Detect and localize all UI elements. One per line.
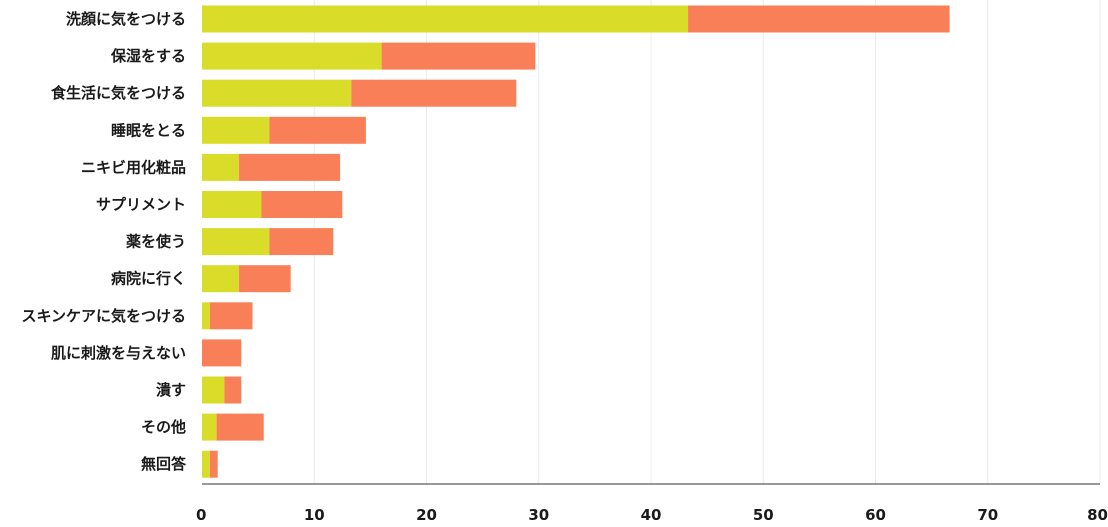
x-tick-label: 60 (865, 506, 886, 524)
bar-segment-series-1 (202, 450, 210, 478)
category-labels: 洗顔に気をつける保湿をする食生活に気をつける睡眠をとるニキビ用化粧品サプリメント… (21, 10, 187, 473)
category-label: 睡眠をとる (111, 121, 186, 139)
category-label: 保湿をする (110, 47, 186, 65)
bar-segment-series-1 (202, 153, 240, 181)
bar-segment-series-2 (351, 79, 517, 107)
bar-segment-series-2 (261, 191, 343, 218)
bar-segment-series-1 (202, 376, 225, 404)
bar-segment-series-1 (202, 116, 270, 144)
bar-segment-series-2 (209, 450, 218, 478)
bar-segment-series-1 (202, 42, 382, 70)
gridlines (313, 0, 1101, 484)
bar-segment-series-2 (239, 265, 291, 293)
bar-segment-series-1 (202, 302, 210, 330)
category-label: 病院に行く (111, 270, 186, 288)
x-tick-label: 0 (196, 506, 206, 524)
bar-segment-series-2 (688, 5, 950, 33)
bar-segment-series-1 (202, 413, 217, 441)
category-label: 薬を使う (125, 233, 186, 251)
category-label: 無回答 (141, 455, 187, 473)
category-label: 肌に刺激を与えない (51, 344, 186, 362)
x-tick-label: 70 (977, 506, 998, 524)
bar-segment-series-1 (202, 265, 240, 293)
category-label: 洗顔に気をつける (66, 10, 186, 28)
category-label: 潰す (156, 381, 186, 399)
category-label: 食生活に気をつける (51, 84, 186, 102)
bar-segment-series-2 (209, 302, 253, 330)
category-label: その他 (141, 418, 186, 436)
category-label: スキンケアに気をつける (21, 307, 186, 325)
x-tick-label: 30 (528, 506, 549, 524)
x-tick-label: 50 (753, 506, 774, 524)
x-tick-label: 80 (1087, 506, 1108, 524)
category-label: サプリメント (96, 196, 186, 214)
bar-segment-series-2 (381, 42, 536, 70)
category-label: ニキビ用化粧品 (81, 158, 186, 176)
bar-segment-series-1 (202, 228, 270, 256)
bar-segment-series-2 (216, 413, 264, 441)
x-tick-label: 20 (416, 506, 437, 524)
bar-segment-series-2 (239, 153, 341, 181)
bar-segment-series-2 (269, 228, 334, 256)
x-tick-label: 40 (641, 506, 662, 524)
bar-segment-series-2 (202, 339, 242, 367)
bar-segment-series-2 (269, 116, 366, 144)
x-tick-label: 10 (304, 506, 325, 524)
bars (202, 5, 950, 478)
bar-segment-series-2 (224, 376, 242, 404)
bar-segment-series-1 (202, 79, 352, 107)
bar-segment-series-1 (202, 5, 689, 33)
bar-segment-series-1 (202, 191, 262, 218)
x-axis-ticks: 0 10 20 30 40 50 60 70 80 (196, 506, 1108, 524)
